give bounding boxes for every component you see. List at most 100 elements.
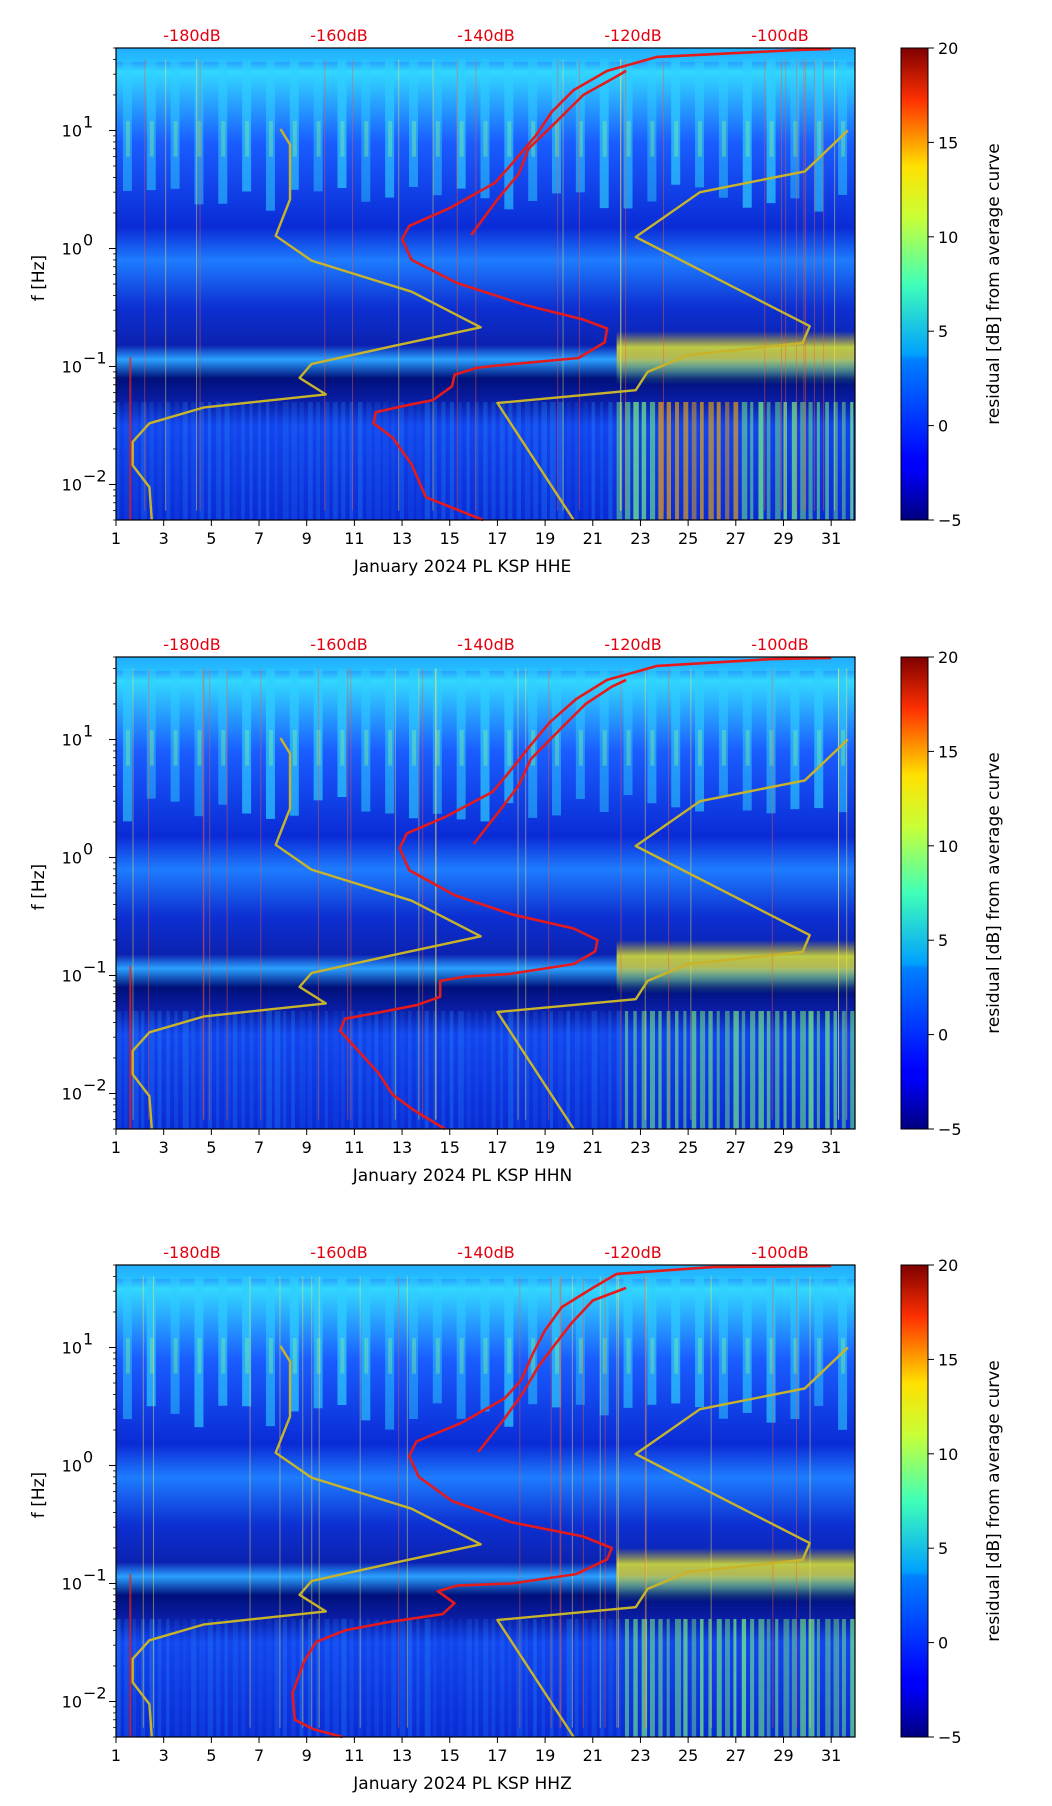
- colorbar-label: residual [dB] from average curve: [984, 752, 1004, 1033]
- x-tick-label: 11: [344, 1746, 364, 1765]
- y-tick-exponent: 1: [83, 721, 93, 740]
- y-tick-label: 10: [62, 966, 82, 985]
- x-axis-ticks: 1 3 5 7 9 11 13 15 17 19 21 23 25 27 29 31: [111, 1737, 841, 1765]
- y-tick-exponent: −1: [83, 1565, 107, 1584]
- db-label: -140dB: [457, 26, 514, 45]
- series-line: [372, 47, 832, 522]
- colorbar-label: residual [dB] from average curve: [984, 1360, 1004, 1641]
- x-tick-label: 19: [535, 1746, 555, 1765]
- db-label: -100dB: [751, 1243, 808, 1262]
- x-tick-label: 15: [440, 1138, 460, 1157]
- x-tick-label: 17: [487, 529, 507, 548]
- db-label: -100dB: [751, 26, 808, 45]
- colorbar-tick-label: 5: [938, 322, 948, 341]
- db-label: -140dB: [457, 1243, 514, 1262]
- spectrogram-heatmap: [116, 48, 855, 520]
- x-tick-label: 21: [583, 1746, 603, 1765]
- y-tick-exponent: 0: [83, 839, 93, 858]
- x-tick-label: 27: [726, 1138, 746, 1157]
- x-tick-label: 11: [344, 1138, 364, 1157]
- db-scale-labels: -180dB -160dB -140dB -120dB -100dB: [163, 26, 808, 45]
- x-tick-label: 13: [392, 1746, 412, 1765]
- spectrogram-heatmap: [116, 657, 856, 1129]
- x-tick-label: 3: [159, 529, 169, 548]
- y-tick-label: 10: [62, 1692, 82, 1711]
- colorbar: 20 15 10 5 0 −5 residual [dB] from average cu…: [900, 1256, 1004, 1747]
- y-tick-label: 10: [62, 239, 82, 258]
- x-axis-label: January 2024 PL KSP HHN: [352, 1166, 573, 1186]
- y-axis-label: f [Hz]: [29, 864, 49, 910]
- x-tick-label: 31: [821, 1138, 841, 1157]
- y-tick-label: 10: [62, 357, 82, 376]
- x-tick-label: 13: [392, 529, 412, 548]
- series-line: [470, 69, 627, 236]
- y-tick-exponent: −1: [83, 348, 107, 367]
- y-tick-exponent: 0: [83, 1447, 93, 1466]
- x-tick-label: 29: [773, 529, 793, 548]
- y-tick-exponent: 0: [83, 230, 93, 249]
- y-axis-label: f [Hz]: [29, 1472, 49, 1518]
- db-scale-labels: -180dB -160dB -140dB -120dB -100dB: [163, 635, 808, 654]
- series-lines: [131, 656, 849, 1131]
- plot-frame: [115, 1264, 856, 1738]
- series-line: [291, 1264, 832, 1739]
- x-tick-label: 23: [630, 1138, 650, 1157]
- series-lines: [131, 47, 849, 522]
- y-tick-label: 10: [62, 848, 82, 867]
- db-label: -180dB: [163, 26, 220, 45]
- series-line: [472, 678, 627, 845]
- series-line: [131, 737, 482, 1130]
- plot-frame: [115, 656, 856, 1130]
- x-tick-label: 31: [821, 1746, 841, 1765]
- y-tick-label: 10: [62, 1574, 82, 1593]
- colorbar-tick-label: 20: [938, 1256, 958, 1275]
- spectrogram-heatmap: [116, 1265, 856, 1737]
- x-tick-label: 29: [773, 1746, 793, 1765]
- x-tick-label: 3: [159, 1138, 169, 1157]
- colorbar-tick-label: 0: [938, 1026, 948, 1045]
- y-tick-exponent: −2: [83, 1683, 107, 1702]
- y-tick-label: 10: [62, 730, 82, 749]
- y-tick-label: 10: [62, 1456, 82, 1475]
- x-tick-label: 5: [206, 1138, 216, 1157]
- colorbar-tick-label: 5: [938, 931, 948, 950]
- y-tick-label: 10: [62, 475, 82, 494]
- x-tick-label: 27: [726, 529, 746, 548]
- db-label: -160dB: [310, 26, 367, 45]
- y-tick-exponent: −2: [83, 466, 107, 485]
- db-label: -100dB: [751, 635, 808, 654]
- y-axis-label: f [Hz]: [29, 255, 49, 301]
- series-line: [338, 656, 832, 1131]
- y-tick-exponent: 1: [83, 112, 93, 131]
- db-label: -160dB: [310, 1243, 367, 1262]
- x-tick-label: 11: [344, 529, 364, 548]
- colorbar-gradient: [900, 47, 929, 521]
- db-label: -160dB: [310, 635, 367, 654]
- x-tick-label: 9: [302, 1746, 312, 1765]
- x-tick-label: 21: [583, 529, 603, 548]
- colorbar-tick-label: 5: [938, 1539, 948, 1558]
- x-tick-label: 1: [111, 529, 121, 548]
- colorbar-gradient: [900, 656, 929, 1130]
- x-axis-label: January 2024 PL KSP HHE: [353, 557, 572, 577]
- db-scale-labels: -180dB -160dB -140dB -120dB -100dB: [163, 1243, 808, 1262]
- y-tick-exponent: −2: [83, 1075, 107, 1094]
- series-line: [496, 129, 849, 521]
- colorbar-ticks: 20 15 10 5 0 −5: [928, 648, 962, 1139]
- x-tick-label: 25: [678, 529, 698, 548]
- x-tick-label: 27: [726, 1746, 746, 1765]
- x-tick-label: 17: [487, 1138, 507, 1157]
- colorbar-tick-label: 15: [938, 1350, 958, 1369]
- x-tick-label: 9: [302, 529, 312, 548]
- colorbar-tick-label: −5: [938, 511, 962, 530]
- series-line: [131, 128, 482, 521]
- x-axis-label: January 2024 PL KSP HHZ: [352, 1774, 571, 1794]
- db-label: -120dB: [604, 635, 661, 654]
- colorbar: 20 15 10 5 0 −5 residual [dB] from average cu…: [900, 648, 1004, 1139]
- x-axis-ticks: 1 3 5 7 9 11 13 15 17 19 21 23 25 27 29 31: [111, 520, 841, 548]
- colorbar-tick-label: 0: [938, 1634, 948, 1653]
- colorbar-gradient: [900, 1264, 929, 1738]
